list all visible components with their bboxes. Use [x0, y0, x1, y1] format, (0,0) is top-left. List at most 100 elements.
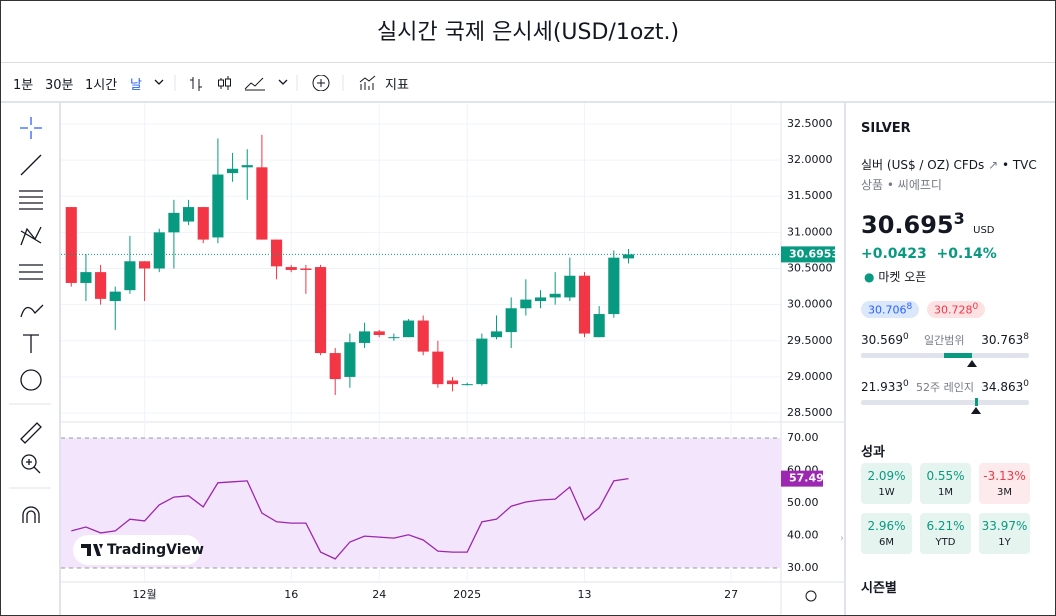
y-tick-label: 32.0000	[787, 153, 833, 166]
indicators-button[interactable]: 지표	[385, 78, 409, 93]
link-icon[interactable]: ↗	[988, 158, 999, 172]
toolbar-icons	[154, 75, 376, 91]
x-tick-label: 27	[724, 588, 738, 601]
week52-fill	[975, 398, 978, 406]
fib-tool[interactable]	[19, 190, 43, 210]
status-dot: ●	[864, 270, 875, 284]
line-tool[interactable]	[20, 154, 42, 176]
candle-body	[95, 272, 107, 299]
candle-body	[139, 261, 151, 269]
magnet-tool[interactable]	[22, 506, 40, 523]
y-tick-label: 29.0000	[787, 370, 833, 383]
x-tick-label: 2025	[453, 588, 481, 601]
change-abs: +0.0423	[861, 246, 927, 262]
forecast-tool[interactable]	[19, 264, 43, 280]
day-range-label: 일간범위	[924, 334, 965, 347]
performance-cell[interactable]: 2.96% 6M	[861, 513, 912, 554]
branding-logo	[81, 544, 103, 556]
ask-main: 30.728	[934, 303, 973, 317]
performance-period: YTD	[935, 537, 956, 548]
candle-body	[168, 212, 180, 233]
add-icon[interactable]	[312, 75, 330, 91]
candle-body	[490, 331, 503, 338]
exchange: • TVC	[1001, 158, 1037, 172]
zoom-tool-mark	[26, 459, 41, 474]
week52-high: 34.8630	[981, 379, 1029, 394]
candle-body	[564, 275, 576, 298]
indicator-icon[interactable]	[359, 75, 376, 90]
zoom-tool[interactable]	[21, 454, 37, 470]
x-tick-label: 12월	[133, 588, 157, 601]
area-icon[interactable]	[244, 77, 265, 91]
ask-tail: 0	[972, 302, 979, 312]
bars-icon[interactable]	[190, 77, 202, 91]
week52-bar	[861, 400, 1029, 405]
y-tick-label: 30.5000	[787, 262, 833, 275]
y-tick-label: 40.00	[787, 528, 819, 541]
candle-body	[578, 275, 591, 334]
x-tick-label: 24	[372, 588, 386, 601]
y-tick-label: 28.5000	[787, 406, 833, 419]
interval-button[interactable]: 날	[130, 78, 142, 93]
performance-value: 2.09%	[867, 469, 906, 483]
description: 실버 (US$ / OZ) CFDs ↗ • TVC	[861, 156, 1037, 173]
candle-body	[388, 337, 400, 339]
candle-body	[241, 165, 253, 168]
interval-button[interactable]: 30분	[45, 78, 74, 93]
ruler-tool[interactable]	[20, 422, 42, 444]
week52-low-main: 21.933	[861, 380, 903, 394]
candle-body	[402, 320, 415, 338]
candle-body	[358, 331, 371, 343]
candle-body	[520, 299, 532, 309]
performance-period: 6M	[879, 537, 894, 548]
text-tool[interactable]	[23, 334, 39, 353]
candle-body	[80, 272, 92, 283]
performance-cell[interactable]: 0.55% 1M	[920, 463, 971, 504]
candle-body	[314, 267, 327, 354]
emoji-tool[interactable]	[20, 369, 42, 391]
settings-icon[interactable]	[805, 590, 817, 602]
candle-body	[446, 380, 459, 385]
interval-button[interactable]: 1시간	[85, 78, 118, 93]
chevron[interactable]	[154, 79, 164, 85]
performance-cell[interactable]: -3.13% 3M	[979, 463, 1030, 504]
week52-marker	[971, 407, 981, 414]
candle-body	[549, 293, 561, 298]
collapse-handle[interactable]: ›	[840, 533, 844, 544]
performance-cell[interactable]: 2.09% 1W	[861, 463, 912, 504]
candle-body	[270, 239, 283, 267]
performance-cell[interactable]: 6.21% YTD	[920, 513, 971, 554]
status-text: 마켓 오픈	[878, 270, 927, 284]
performance-period: 3M	[997, 487, 1012, 498]
market-status: ● 마켓 오픈	[864, 268, 926, 285]
toolbar: 1분 30분 1시간 날 지표	[1, 63, 1055, 101]
symbol: SILVER	[861, 121, 911, 136]
candle-body	[344, 342, 356, 377]
candle-body	[593, 314, 605, 338]
y-tick-label: 31.5000	[787, 189, 833, 202]
price-tail: 3	[953, 209, 965, 228]
candle-body	[124, 261, 136, 291]
performance-value: 0.55%	[926, 469, 965, 483]
performance-cell[interactable]: 33.97% 1Y	[979, 513, 1030, 554]
y-tick-label: 29.5000	[787, 334, 833, 347]
title: 실시간 국제 은시세(USD/1ozt.)	[1, 1, 1055, 63]
chevron[interactable]	[278, 79, 288, 85]
interval-button[interactable]: 1분	[13, 78, 34, 93]
brush-tool[interactable]	[20, 304, 44, 318]
crosshair-tool[interactable]	[20, 117, 42, 139]
performance-value: 6.21%	[926, 519, 965, 533]
week52-low-tail: 0	[903, 379, 909, 389]
bid: 30.7068	[861, 301, 920, 318]
rsi-line	[71, 477, 629, 560]
candle-icon-body	[218, 79, 224, 87]
y-tick-label: 70.00	[787, 431, 819, 444]
candle-body	[285, 267, 297, 270]
branding: TradingView	[73, 535, 204, 565]
x-tick-label: 13	[578, 588, 592, 601]
pattern-tool[interactable]	[20, 226, 42, 246]
rsi-last-label: 57.49	[789, 472, 824, 485]
week52-high-tail: 0	[1023, 379, 1029, 389]
change-pct: +0.14%	[936, 246, 997, 262]
performance-grid: 2.09% 1W 0.55% 1M -3.13% 3M 2.96% 6M 6.21% YTD 33.…	[861, 463, 1031, 563]
